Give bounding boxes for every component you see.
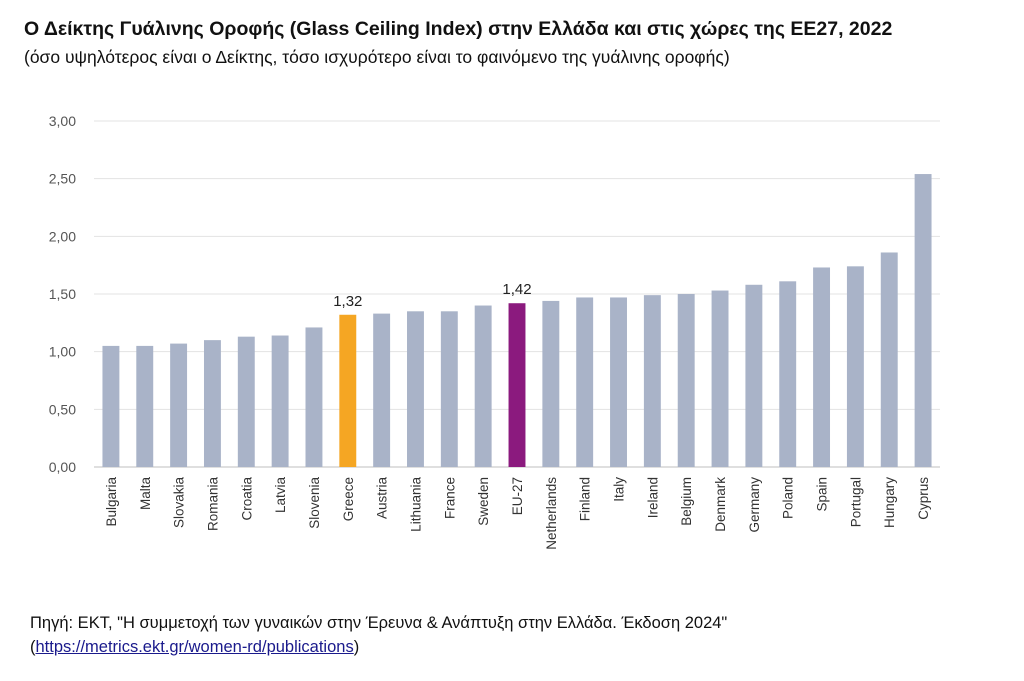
chart-title: Ο Δείκτης Γυάλινης Οροφής (Glass Ceiling…	[24, 18, 893, 40]
bar	[813, 267, 831, 467]
y-tick-label: 1,50	[49, 286, 76, 302]
bar	[745, 284, 763, 467]
source-link-line: (https://metrics.ekt.gr/women-rd/publica…	[30, 638, 359, 657]
bar	[846, 266, 864, 467]
x-category-label: Hungary	[882, 477, 897, 528]
y-tick-label: 3,00	[49, 113, 76, 129]
x-category-label: Latvia	[273, 477, 288, 514]
x-category-label: Italy	[612, 477, 627, 502]
bar	[643, 295, 661, 467]
y-tick-label: 0,00	[49, 459, 76, 475]
x-category-label: Sweden	[476, 477, 491, 526]
bar	[440, 311, 458, 467]
bar	[508, 303, 526, 467]
source-link-close: )	[353, 638, 360, 656]
y-tick-label: 2,00	[49, 228, 76, 244]
x-category-label: Lithuania	[408, 477, 423, 532]
bar	[779, 281, 797, 467]
x-category-label: Denmark	[713, 477, 728, 532]
bar	[237, 336, 255, 467]
bar	[610, 297, 627, 467]
bar	[576, 297, 594, 467]
x-category-label: Austria	[375, 477, 390, 520]
bar	[880, 252, 898, 467]
bar	[339, 314, 357, 467]
x-category-label: Bulgaria	[104, 477, 119, 527]
data-label: 1,32	[333, 293, 362, 310]
bar	[677, 294, 695, 467]
x-category-label: Malta	[138, 477, 153, 511]
bar	[711, 290, 729, 467]
bar	[203, 340, 221, 467]
x-category-label: France	[442, 477, 457, 519]
y-tick-label: 0,50	[49, 401, 76, 417]
x-category-label: Cyprus	[916, 477, 931, 520]
y-tick-label: 1,00	[49, 344, 76, 360]
source-link[interactable]: https://metrics.ekt.gr/women-rd/publicat…	[35, 638, 354, 656]
x-category-label: Greece	[341, 477, 356, 521]
bar	[170, 343, 188, 467]
x-category-label: Slovenia	[307, 477, 322, 529]
source-text: Πηγή: ΕΚΤ, "Η συμμετοχή των γυναικών στη…	[30, 614, 728, 632]
bar	[474, 305, 492, 467]
bar	[373, 313, 391, 467]
data-label: 1,42	[502, 281, 531, 298]
x-category-label: Slovakia	[172, 477, 187, 529]
x-category-label: Ireland	[645, 477, 660, 518]
bar	[305, 327, 323, 467]
bar-chart: 0,00 0,50 1,00 1,50 2,00 2,50 3,00 Bulgaria Malt…	[49, 113, 940, 550]
bar	[271, 335, 289, 467]
source-link-open: (	[30, 638, 36, 656]
x-category-label: Poland	[781, 477, 796, 519]
bar	[407, 311, 424, 467]
x-category-label: Germany	[747, 477, 762, 533]
x-category-label: Netherlands	[544, 477, 559, 550]
x-category-label: Romania	[205, 477, 220, 532]
x-category-label: EU-27	[510, 477, 525, 515]
bar	[102, 345, 120, 467]
x-category-label: Finland	[578, 477, 593, 521]
x-category-label: Spain	[815, 477, 830, 512]
bar	[136, 345, 154, 467]
x-category-label: Belgium	[679, 477, 694, 526]
chart-subtitle: (όσο υψηλότερος είναι ο Δείκτης, τόσο ισ…	[24, 47, 730, 67]
x-category-label: Portugal	[848, 477, 863, 527]
y-tick-label: 2,50	[49, 171, 76, 187]
x-category-label: Croatia	[239, 477, 254, 521]
bar	[914, 174, 932, 467]
bar	[542, 300, 560, 467]
